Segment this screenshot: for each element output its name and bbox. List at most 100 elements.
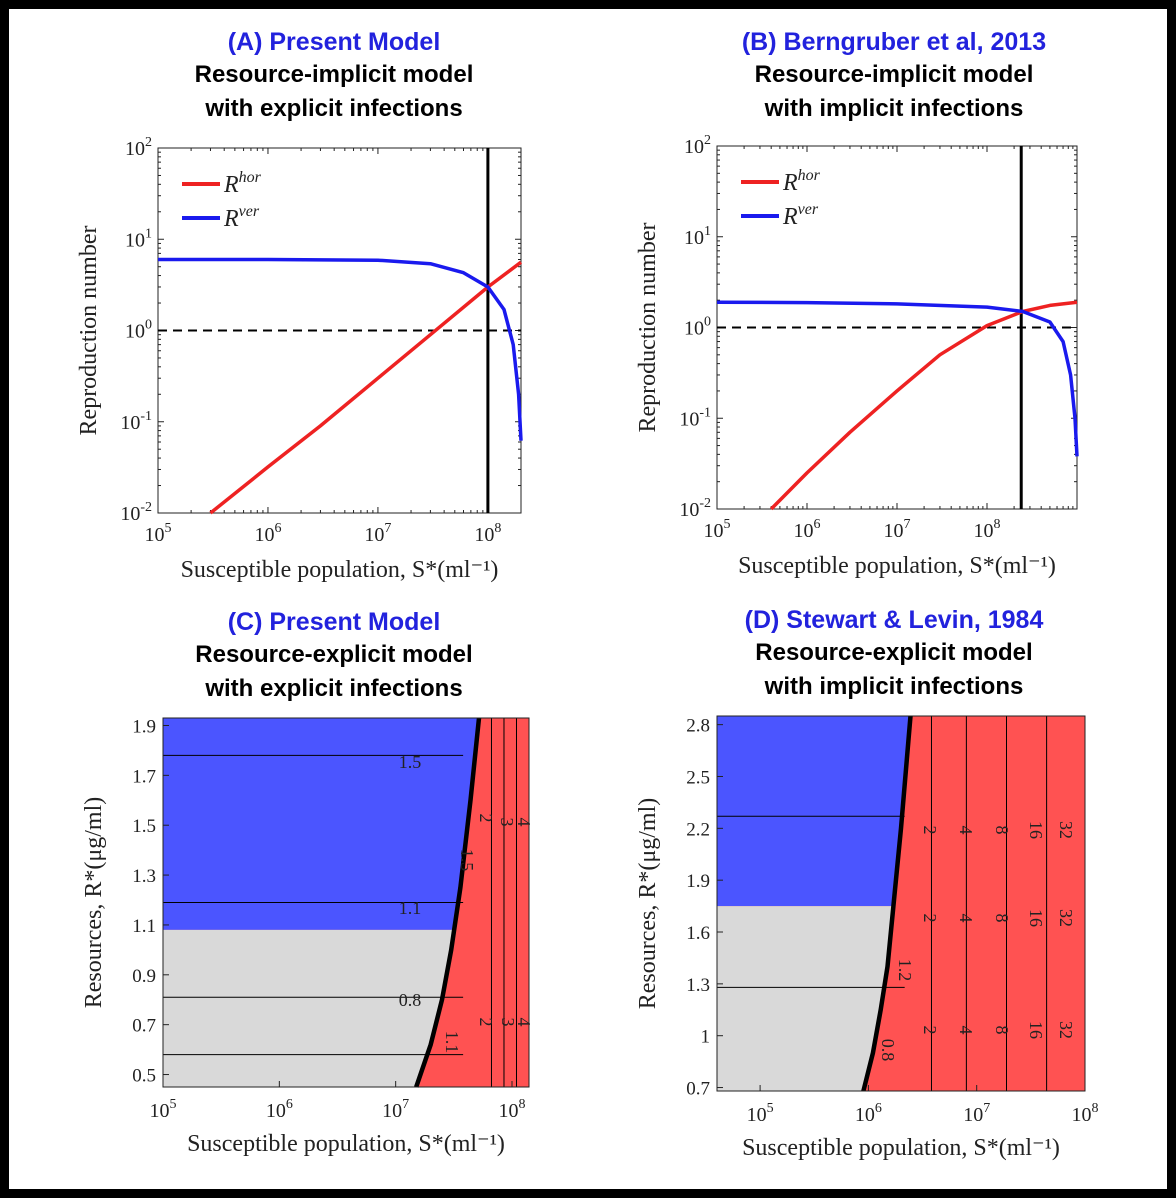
y-tick-label: 0.7 [132, 1016, 156, 1037]
contour-label: 4 [956, 1026, 976, 1035]
x-tick-label-exp: 8 [519, 1097, 526, 1112]
legend-label-sup: ver [798, 201, 819, 218]
x-axis-label: Susceptible population, S*(ml⁻¹) [738, 553, 1056, 579]
x-tick-label: 105 [704, 517, 731, 542]
contour-label: 2 [920, 914, 940, 923]
panel-c-header: (C) Present Model Resource-explicit mode… [104, 608, 564, 707]
x-tick-label-exp: 7 [384, 521, 391, 536]
contour-label: 1.5 [399, 752, 422, 772]
x-tick-label-exp: 8 [494, 521, 501, 536]
y-tick-label: 10-2 [679, 496, 711, 521]
y-tick-label: 1.3 [132, 866, 156, 887]
legend-label: Rhor [223, 169, 262, 198]
x-tick-label: 107 [963, 1101, 990, 1126]
boundary-curve [414, 717, 482, 1088]
contour-label: 16 [1026, 821, 1046, 839]
region-vertical [163, 718, 479, 930]
y-axis-label: Reproduction number [76, 226, 102, 436]
contour-label: 1.1 [399, 898, 422, 918]
panel-b-header: (B) Berngruber et al, 2013 Resource-impl… [664, 28, 1124, 127]
y-tick-label: 1.9 [132, 716, 156, 737]
y-axis-label: Resources, R*(μg/ml) [635, 798, 661, 1010]
x-tick-label-exp: 6 [814, 517, 821, 532]
y-tick-label: 0.9 [132, 966, 156, 987]
x-tick-label: 106 [794, 517, 821, 542]
x-tick-label-base: 10 [254, 524, 274, 546]
panel-d-subtitle-2: with implicit infections [764, 673, 1024, 700]
region-vertical [717, 716, 911, 907]
x-tick-label-base: 10 [474, 524, 494, 546]
x-tick-label-base: 10 [266, 1100, 286, 1122]
panel-a-subtitle-1: Resource-implicit model [194, 61, 474, 88]
contour-label: 32 [1056, 1021, 1076, 1039]
y-tick-label: 100 [125, 318, 152, 343]
x-tick-label: 106 [855, 1101, 882, 1126]
chart-d: 2 4 8 16 32 2 4 8 16 32 2 4 8 16 32 1.2 0.8 0.7 1 1.3 1.6 1.9… [635, 715, 1099, 1161]
x-tick-label-base: 10 [747, 1104, 767, 1126]
x-tick-label-exp: 5 [170, 1097, 177, 1112]
y-tick-label: 101 [684, 224, 711, 249]
x-tick-label-base: 10 [150, 1100, 170, 1122]
y-tick-label: 102 [684, 133, 711, 158]
panel-a-subtitle-2: with explicit infections [205, 95, 463, 122]
x-tick-label-base: 10 [794, 520, 814, 542]
x-axis-label: Susceptible population, S*(ml⁻¹) [181, 557, 499, 583]
x-tick-label-base: 10 [1072, 1104, 1092, 1126]
x-tick-label: 106 [254, 521, 281, 546]
contour-label: 4 [514, 1018, 534, 1027]
panel-d-subtitle-1: Resource-explicit model [755, 639, 1033, 666]
y-tick-label: 1.6 [686, 923, 710, 944]
x-tick-label: 108 [1072, 1101, 1099, 1126]
x-tick-label: 106 [266, 1097, 293, 1122]
contour-label: 16 [1026, 1021, 1046, 1039]
y-tick-label-base: 10 [120, 503, 140, 525]
panel-d-title: (D) Stewart & Levin, 1984 [744, 606, 1044, 634]
contour-label: 1.5 [457, 849, 477, 872]
y-tick-label: 102 [125, 135, 152, 160]
contour-label: 2 [476, 1018, 496, 1027]
x-tick-label-exp: 6 [875, 1101, 882, 1116]
legend-label-base: R [223, 206, 239, 232]
y-tick-label: 10-2 [120, 500, 152, 525]
contour-label: 16 [1026, 909, 1046, 927]
x-tick-label-base: 10 [364, 524, 384, 546]
panel-b-subtitle-1: Resource-implicit model [754, 61, 1034, 88]
legend-label-base: R [782, 204, 798, 230]
contour-label: 0.8 [878, 1039, 898, 1062]
x-tick-label: 108 [499, 1097, 526, 1122]
y-tick-label-exp: -2 [699, 496, 711, 511]
y-tick-label-base: 10 [125, 138, 145, 160]
contour-label: 2 [920, 826, 940, 835]
y-tick-label-base: 10 [679, 499, 699, 521]
x-tick-label: 105 [150, 1097, 177, 1122]
y-tick-label-exp: -1 [140, 409, 152, 424]
x-axis-label: Susceptible population, S*(ml⁻¹) [742, 1135, 1060, 1161]
y-tick-label-exp: -2 [140, 500, 152, 515]
panel-a-header: (A) Present Model Resource-implicit mode… [104, 28, 564, 127]
y-tick-label-exp: -1 [699, 405, 711, 420]
y-tick-label: 1.7 [132, 766, 156, 787]
legend-label-base: R [223, 172, 239, 198]
y-tick-label: 1.5 [132, 816, 156, 837]
x-tick-label-base: 10 [382, 1100, 402, 1122]
series-line-ver [716, 300, 1079, 457]
x-tick-label-base: 10 [145, 524, 165, 546]
x-tick-label-base: 10 [884, 520, 904, 542]
y-tick-label: 0.7 [686, 1079, 710, 1100]
x-tick-label-exp: 5 [724, 517, 731, 532]
x-tick-label-base: 10 [974, 520, 994, 542]
y-tick-label-base: 10 [684, 227, 704, 249]
y-tick-label: 2.2 [686, 819, 710, 840]
x-tick-label: 107 [364, 521, 391, 546]
panel-d-header: (D) Stewart & Levin, 1984 Resource-expli… [664, 606, 1124, 705]
contour-label: 3 [497, 818, 517, 827]
x-tick-label-exp: 8 [994, 517, 1001, 532]
x-tick-label-exp: 8 [1092, 1101, 1099, 1116]
legend-label-sup: ver [239, 203, 260, 220]
y-axis-label: Reproduction number [635, 223, 661, 433]
y-tick-label-exp: 2 [145, 135, 152, 150]
y-tick-label-base: 10 [120, 412, 140, 434]
legend-label-base: R [782, 170, 798, 196]
x-tick-label-exp: 7 [402, 1097, 409, 1112]
